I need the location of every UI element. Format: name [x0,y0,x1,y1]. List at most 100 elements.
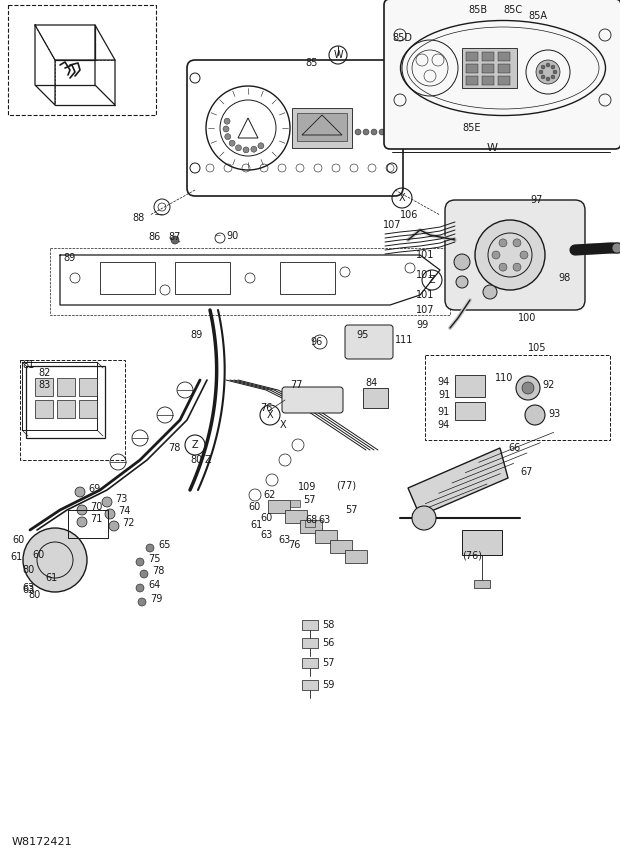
Circle shape [492,251,500,259]
Text: 107: 107 [383,220,402,230]
Circle shape [77,505,87,515]
Text: X: X [280,420,286,430]
Bar [345,550,367,563]
Text: W: W [333,50,343,60]
Bar [79,378,97,396]
Bar [280,262,335,294]
Text: 84: 84 [365,378,377,388]
Text: 105: 105 [528,343,546,353]
Text: (76): (76) [462,550,482,560]
Text: 85A: 85A [528,11,547,21]
Text: 76: 76 [288,540,300,550]
Text: 101: 101 [416,270,435,280]
Text: 80: 80 [28,590,40,600]
Text: 73: 73 [115,494,127,504]
Text: 59: 59 [322,680,334,690]
Bar [363,388,388,408]
Circle shape [23,528,87,592]
Text: 76: 76 [260,403,272,413]
Bar [466,76,478,85]
Circle shape [525,405,545,425]
Text: 57: 57 [322,658,335,668]
Bar [330,540,352,553]
Text: 71: 71 [90,514,102,524]
Text: 94: 94 [437,420,450,430]
Text: 101: 101 [416,250,435,260]
Text: 87: 87 [168,232,180,242]
Text: 98: 98 [558,273,570,283]
Circle shape [77,517,87,527]
Text: 94: 94 [437,377,450,387]
FancyBboxPatch shape [345,325,393,359]
Circle shape [513,239,521,247]
Bar [8,5,156,115]
Bar [300,520,322,533]
Text: 101: 101 [416,290,435,300]
Text: 95: 95 [356,330,368,340]
Text: 85B: 85B [468,5,487,15]
Circle shape [102,497,112,507]
Bar [175,262,230,294]
Circle shape [546,63,550,67]
Text: 70: 70 [90,502,102,512]
Text: 60: 60 [248,502,260,512]
Bar [285,510,307,523]
Circle shape [520,251,528,259]
Bar [20,360,125,460]
Text: 111: 111 [395,335,414,345]
Bar [474,580,490,588]
Circle shape [516,376,540,400]
Circle shape [243,147,249,153]
Text: 93: 93 [548,409,560,419]
Text: W: W [487,143,497,153]
Text: 82: 82 [38,368,50,378]
Bar [315,530,337,543]
Bar [297,113,347,141]
Circle shape [363,129,369,135]
Circle shape [499,239,507,247]
Text: 99: 99 [416,320,428,330]
Text: (77): (77) [336,480,356,490]
Bar [482,76,494,85]
Bar [466,64,478,73]
Circle shape [136,584,144,592]
Text: 57: 57 [303,495,316,505]
Text: Z: Z [205,455,211,465]
Circle shape [224,118,230,124]
Circle shape [355,129,361,135]
Text: 64: 64 [148,580,160,590]
Text: 91: 91 [437,407,450,417]
Circle shape [412,506,436,530]
Text: 58: 58 [322,620,334,630]
Bar [79,400,97,418]
Bar [498,64,510,73]
Text: 63: 63 [318,515,330,525]
Circle shape [225,134,231,140]
Text: 107: 107 [416,305,435,315]
Text: 96: 96 [310,337,322,347]
Circle shape [75,487,85,497]
Bar [268,500,290,513]
Circle shape [612,243,620,253]
Text: 109: 109 [298,482,316,492]
Circle shape [236,145,241,151]
Bar [100,262,155,294]
Text: W8172421: W8172421 [12,837,73,847]
Bar [498,76,510,85]
Text: X: X [399,193,405,203]
Circle shape [138,598,146,606]
Text: 81: 81 [22,360,34,370]
Bar [302,638,318,648]
Text: 68: 68 [305,515,317,525]
Circle shape [223,126,229,132]
Text: 77: 77 [290,380,303,390]
Circle shape [229,140,235,146]
Bar [57,378,75,396]
Bar [482,64,494,73]
Text: 63: 63 [22,585,34,595]
Bar [290,500,300,507]
Bar [302,620,318,630]
Bar [302,680,318,690]
Text: 110: 110 [495,373,513,383]
Circle shape [499,263,507,271]
